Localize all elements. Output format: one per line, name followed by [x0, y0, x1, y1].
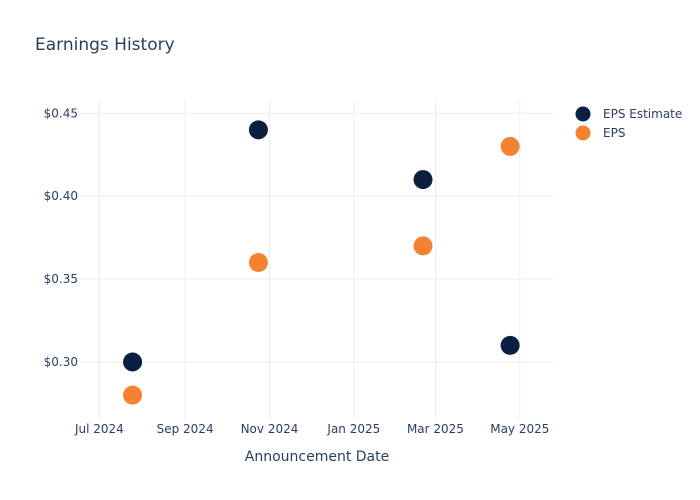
x-tick-label: May 2025 — [490, 422, 549, 436]
data-point-eps[interactable] — [123, 385, 143, 405]
chart-title: Earnings History — [35, 35, 175, 55]
grid — [80, 100, 553, 420]
y-tick-label: $0.40 — [44, 189, 78, 203]
x-tick-label: Jul 2024 — [74, 422, 124, 436]
x-axis-title: Announcement Date — [245, 449, 389, 465]
data-point-eps-estimate[interactable] — [123, 352, 143, 372]
legend-item-eps-estimate[interactable]: EPS Estimate — [575, 106, 683, 122]
legend-label: EPS Estimate — [603, 107, 682, 121]
legend[interactable]: EPS Estimate EPS — [575, 106, 683, 141]
x-axis-ticks: Jul 2024 Sep 2024 Nov 2024 Jan 2025 Mar 2025… — [74, 422, 549, 436]
y-tick-label: $0.45 — [44, 106, 78, 120]
legend-marker — [575, 125, 591, 141]
legend-label: EPS — [603, 126, 625, 140]
legend-item-eps[interactable]: EPS — [575, 125, 626, 141]
data-point-eps[interactable] — [248, 252, 268, 272]
y-axis-ticks: $0.30 $0.35 $0.40 $0.45 — [44, 106, 78, 369]
legend-marker — [575, 106, 591, 122]
x-tick-label: Nov 2024 — [241, 422, 299, 436]
data-point-eps-estimate[interactable] — [500, 335, 520, 355]
y-tick-label: $0.30 — [44, 355, 78, 369]
data-point-eps-estimate[interactable] — [413, 170, 433, 190]
data-points — [123, 120, 520, 405]
data-point-eps[interactable] — [500, 136, 520, 156]
x-tick-label: Jan 2025 — [326, 422, 380, 436]
x-tick-label: Mar 2025 — [407, 422, 464, 436]
data-point-eps[interactable] — [413, 236, 433, 256]
x-tick-label: Sep 2024 — [157, 422, 214, 436]
data-point-eps-estimate[interactable] — [248, 120, 268, 140]
y-tick-label: $0.35 — [44, 272, 78, 286]
